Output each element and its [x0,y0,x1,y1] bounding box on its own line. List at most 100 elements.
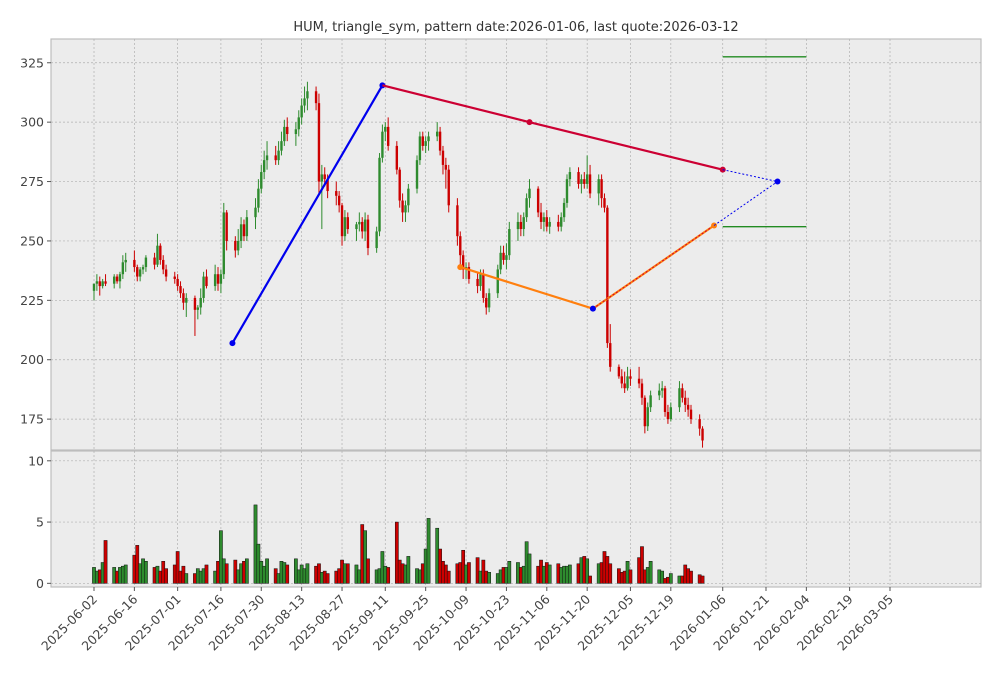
candle-up [381,131,384,158]
candle-up [660,388,664,391]
volume-bar [345,563,350,584]
volume-axis: 0 5 10 [28,453,51,591]
candle-down [681,388,684,398]
candle-up [257,188,260,208]
candle-down [609,343,612,367]
pattern-layer [229,56,807,347]
candle-down [519,221,523,230]
volume-bar [426,518,431,584]
candle-down [242,224,246,237]
volume-bar [204,564,209,584]
volume-panel [50,450,982,588]
lower-start-point [457,264,464,271]
candle-down [193,297,197,310]
volume-bar [325,573,330,584]
candle-down [314,91,318,104]
price-grid [51,39,981,450]
volume-bar [265,558,269,584]
volume-bar [103,540,108,584]
candle-down [643,397,647,427]
candle-down [386,126,390,146]
price-panel [50,38,982,451]
candle-down [133,259,136,268]
volume-bar [527,553,532,584]
volume-bar [475,557,480,584]
candle-up [418,136,422,161]
candle-up [280,141,283,151]
candle-down [164,269,168,277]
candle-up [297,117,300,130]
candle-up [245,217,249,237]
candle-up [427,136,430,142]
candle-up [303,98,306,106]
lower-touch-point [589,305,596,312]
candle-up [499,252,502,270]
candle-down [274,155,277,161]
candles-layer [92,81,704,448]
candle-up [202,276,205,298]
candle-down [663,388,667,412]
candle-up [384,126,387,132]
volume-bars-layer [92,504,705,584]
apex-projection-upper [722,169,778,183]
volume-bar [568,564,572,584]
candle-up [254,207,257,218]
volume-bar [648,561,653,584]
lower-trendline-overlay [592,225,715,310]
candle-up [678,388,681,408]
volume-bar [628,569,633,584]
candle-up [508,229,511,256]
candle-down [502,252,505,260]
candle-up [378,157,381,232]
candle-down [398,169,401,201]
volume-bar [700,575,705,584]
candle-down [337,195,341,206]
candle-up [496,269,499,294]
candle-down [617,366,621,377]
candle-down [176,278,179,287]
candle-down [698,419,701,429]
candle-up [415,160,419,189]
candle-down [600,179,603,199]
volume-bar [585,558,590,584]
volume-bar [144,561,148,584]
candle-up [320,174,324,182]
candle-down [545,217,548,227]
candle-down [361,221,364,232]
volume-bar [123,564,128,584]
price-tick-label: 200 [20,352,44,367]
candle-down [456,205,459,237]
candle-down [104,281,107,284]
price-axis: 175 200 225 250 275 300 325 [20,55,51,427]
volume-tick-label: 0 [36,576,44,591]
candle-up [487,293,491,308]
candle-up [185,297,188,303]
candle-down [335,191,338,196]
impulse-line [231,84,384,344]
candle-down [557,221,560,227]
candle-down [153,257,156,265]
candle-down [640,383,644,398]
candle-up [404,205,407,213]
candle-up [141,267,145,270]
volume-bar [394,521,399,584]
candle-up [237,240,240,251]
candle-down [536,188,540,213]
candle-down [444,164,448,170]
candle-down [476,278,479,287]
candle-up [219,274,223,284]
candle-up [542,217,546,222]
candle-down [323,174,326,180]
candle-down [159,245,162,260]
candle-up [646,407,649,427]
candle-up [649,395,652,408]
candle-down [98,281,101,287]
volume-bar [640,546,644,584]
candle-up [199,297,202,308]
apex-point [774,178,781,185]
price-tick-label: 275 [20,174,44,189]
price-tick-label: 325 [20,55,44,70]
candle-up [239,224,243,241]
impulse-start-point [229,340,236,347]
volume-tick-label: 10 [28,453,44,468]
